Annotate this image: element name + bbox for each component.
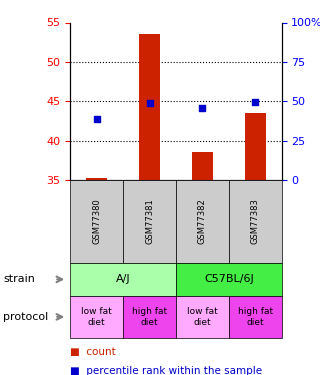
Point [94,116,100,122]
Text: protocol: protocol [3,312,48,322]
Bar [86,178,108,180]
Bar [139,34,160,180]
Text: ■  count: ■ count [70,348,116,357]
Text: GSM77382: GSM77382 [198,198,207,244]
Text: high fat
diet: high fat diet [238,307,273,327]
Text: strain: strain [3,274,35,284]
Text: GSM77383: GSM77383 [251,198,260,244]
Point [253,99,258,105]
Bar [192,152,213,180]
Text: GSM77381: GSM77381 [145,198,154,244]
Text: low fat
diet: low fat diet [187,307,218,327]
Text: high fat
diet: high fat diet [132,307,167,327]
Text: A/J: A/J [116,274,131,284]
Text: low fat
diet: low fat diet [81,307,112,327]
Point [147,100,152,106]
Point [200,105,205,111]
Text: C57BL/6J: C57BL/6J [204,274,254,284]
Bar [245,113,266,180]
Text: ■  percentile rank within the sample: ■ percentile rank within the sample [70,366,262,375]
Text: GSM77380: GSM77380 [92,198,101,244]
